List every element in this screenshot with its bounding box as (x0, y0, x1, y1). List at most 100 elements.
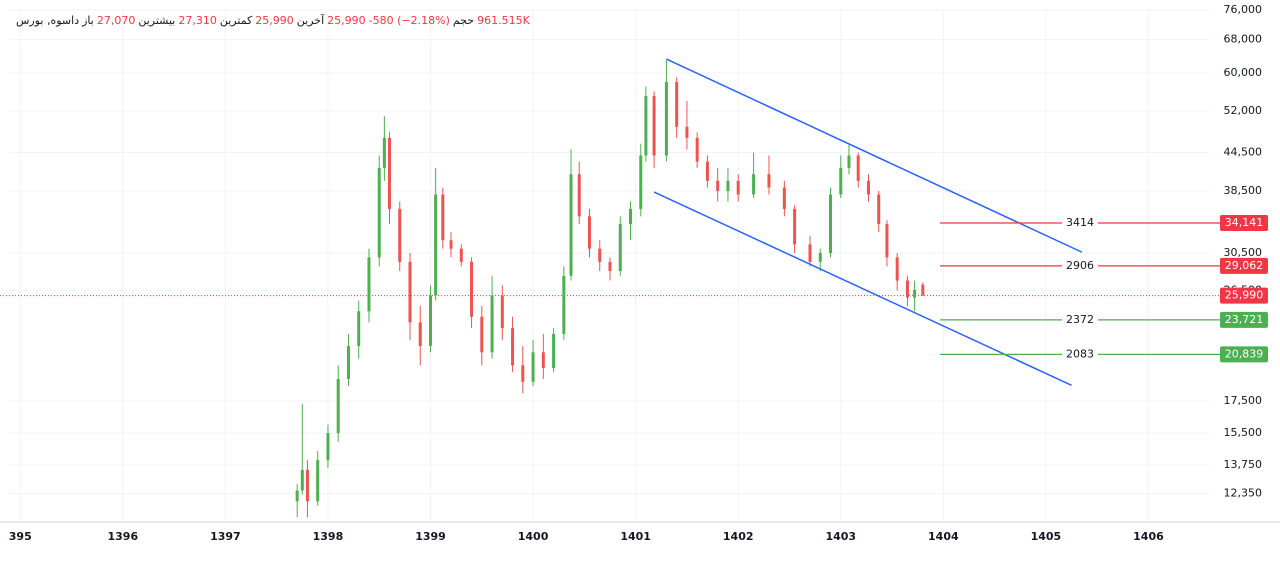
candle-body (885, 224, 889, 258)
candle-body (705, 161, 709, 181)
price-tag (1220, 346, 1268, 363)
candle-body (877, 194, 881, 225)
candle-body (552, 333, 556, 368)
ohlc-header: داسوه, بورس باز 27,070 بیشترین 27,310 کم… (16, 14, 530, 27)
last-label: آخرین (296, 14, 325, 27)
level-name: 2083 (1066, 347, 1094, 360)
y-tick-label: 76,000 (1224, 3, 1263, 16)
y-tick-label: 12,350 (1224, 487, 1263, 500)
candle-body (377, 167, 381, 258)
high-label: بیشترین (138, 14, 176, 27)
candle-body (382, 137, 386, 168)
candle-body (316, 460, 320, 502)
symbol: داسوه, بورس (16, 14, 80, 27)
trendline (653, 191, 1072, 387)
level-name: 2906 (1066, 259, 1094, 272)
candle-body (367, 257, 371, 312)
candle-body (569, 174, 573, 276)
candle-body (618, 224, 622, 272)
candle-body (459, 248, 463, 262)
trendline (666, 58, 1083, 253)
candle-body (598, 248, 602, 262)
candle-body (629, 208, 633, 225)
candle-body (398, 208, 402, 262)
candle-body (300, 469, 304, 491)
candle-body (346, 346, 350, 379)
low-label: کمترین (219, 14, 253, 27)
candle-body (921, 284, 925, 296)
candle-body (305, 469, 309, 502)
candle-body (480, 316, 484, 353)
x-tick-label: 1404 (928, 530, 959, 543)
level-name-bg (1062, 347, 1098, 362)
price-tag (1220, 287, 1268, 304)
x-tick-label: 1396 (108, 530, 139, 543)
candle-body (818, 252, 822, 262)
price-tag (1220, 214, 1268, 231)
candle-body (295, 490, 299, 502)
y-tick-label: 15,500 (1224, 426, 1263, 439)
y-tick-label: 44,500 (1224, 145, 1263, 158)
x-tick-label: 1405 (1031, 530, 1062, 543)
candle-body (736, 180, 740, 195)
candle-body (357, 311, 361, 347)
candle-body (587, 216, 591, 249)
candle-body (434, 194, 438, 296)
level-name-bg (1062, 215, 1098, 230)
candle-body (782, 187, 786, 209)
open-label: باز (82, 14, 94, 27)
candle-body (675, 81, 679, 127)
candle-body (767, 174, 771, 188)
candle-body (856, 155, 860, 181)
candle-body (913, 289, 917, 298)
x-tick-label: 1402 (723, 530, 754, 543)
y-tick-label: 38,500 (1224, 184, 1263, 197)
candle-body (531, 352, 535, 382)
candle-body (685, 126, 689, 138)
level-name: 2372 (1066, 313, 1094, 326)
candle-body (905, 280, 909, 298)
candle-body (752, 174, 756, 195)
low-value: 25,990 (255, 14, 294, 27)
high-value: 27,310 (178, 14, 217, 27)
volume-label: حجم (452, 14, 475, 27)
candle-body (470, 261, 474, 317)
candle-body (839, 167, 843, 195)
candle-body (408, 261, 412, 323)
change: -580 (−2.18%) (368, 14, 450, 27)
candle-body (639, 155, 643, 209)
price-tag-label: 20,839 (1225, 347, 1264, 360)
candle-body (652, 96, 656, 156)
price-tag-label: 23,721 (1225, 313, 1264, 326)
candle-body (541, 352, 545, 368)
candle-body (793, 208, 797, 245)
candle-body (644, 96, 648, 156)
x-tick-label: 1398 (313, 530, 344, 543)
candle-body (511, 328, 515, 366)
level-name: 3414 (1066, 216, 1094, 229)
candle-body (716, 180, 720, 191)
candle-body (441, 194, 445, 241)
price-tag-label: 25,990 (1225, 289, 1264, 302)
candle-body (808, 244, 812, 262)
y-tick-label: 17,500 (1224, 394, 1263, 407)
y-tick-label: 60,000 (1224, 66, 1263, 79)
y-tick-label: 30,500 (1224, 246, 1263, 259)
candle-body (490, 295, 494, 353)
candle-body (847, 155, 851, 168)
x-tick-label: 1397 (210, 530, 241, 543)
price-tag-label: 29,062 (1225, 259, 1264, 272)
candle-body (562, 275, 566, 334)
y-tick-label: 52,000 (1224, 104, 1263, 117)
y-tick-label: 68,000 (1224, 33, 1263, 46)
candle-body (577, 174, 581, 217)
candle-body (866, 180, 870, 195)
x-tick-label: 1400 (518, 530, 549, 543)
volume-value: 961.515K (477, 14, 530, 27)
last-value: 25,990 (327, 14, 366, 27)
level-name-bg (1062, 312, 1098, 327)
y-tick-label: 13,750 (1224, 458, 1263, 471)
level-name-bg (1062, 258, 1098, 273)
